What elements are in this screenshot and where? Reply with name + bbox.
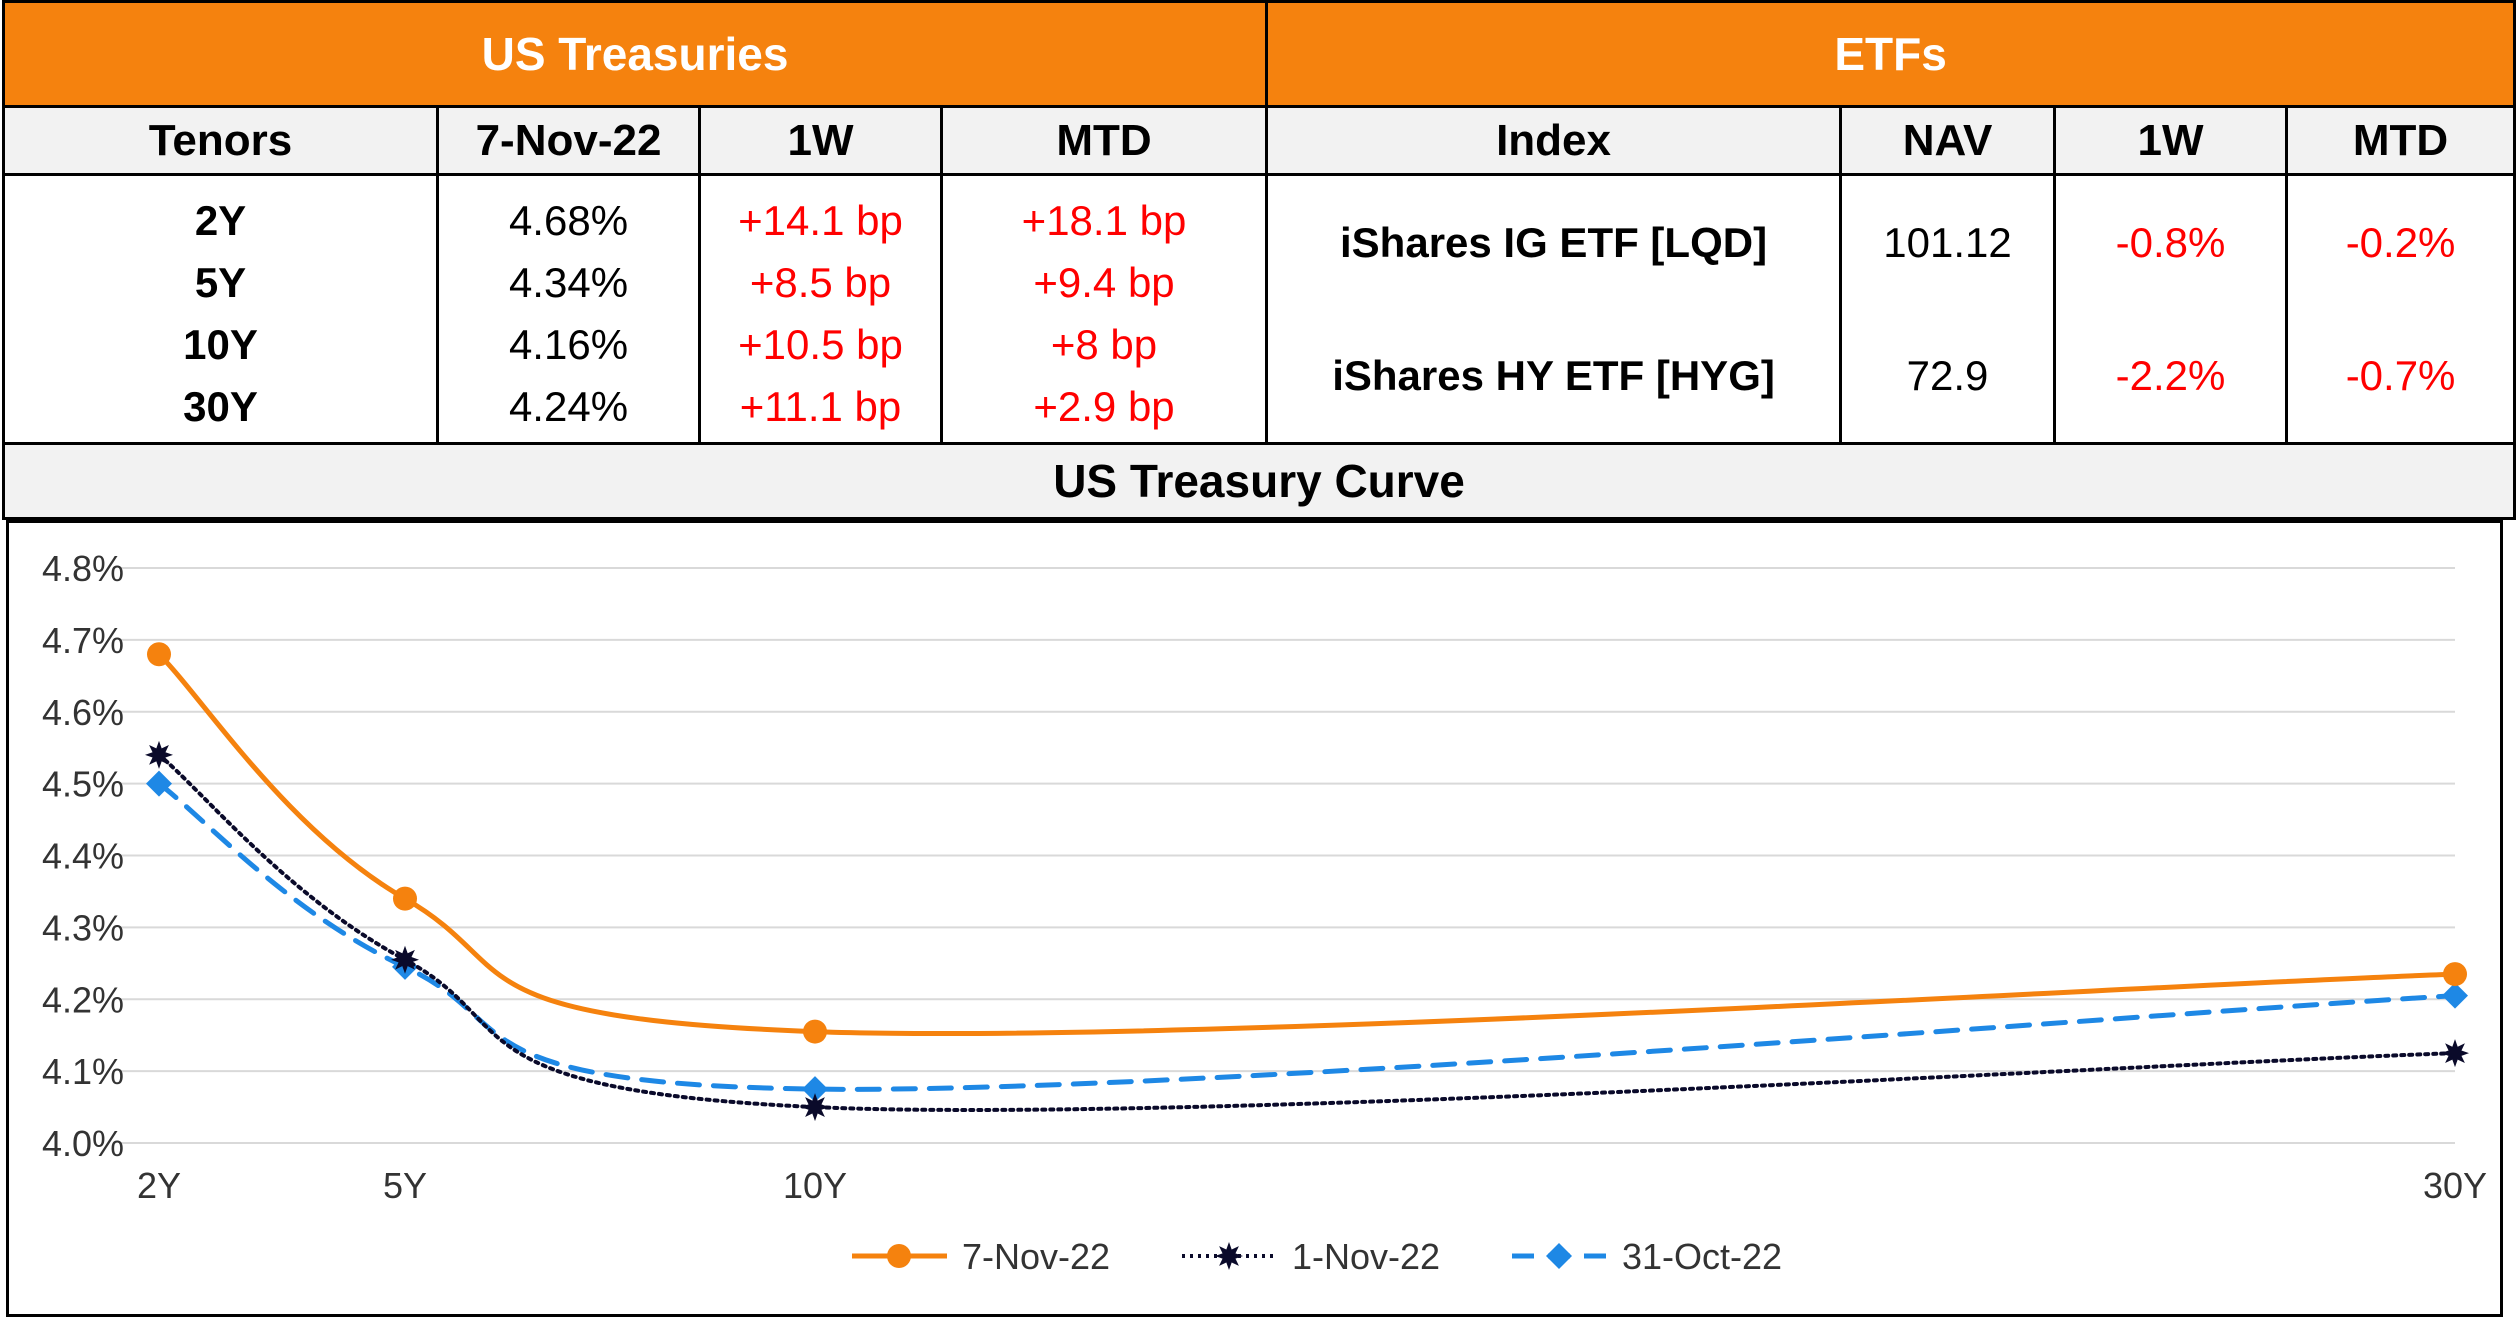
col-header-etf-1w: 1W (2053, 105, 2289, 176)
col-header-tenors: Tenors (2, 105, 439, 176)
mtd-change: +2.9 bp (1033, 383, 1175, 430)
etf-nav: 101.12 (1883, 218, 2012, 266)
y-tick-label: 4.0% (42, 1123, 124, 1164)
legend-marker (1215, 1242, 1243, 1270)
tenor-label: 5Y (194, 259, 247, 306)
series-line-1-Nov-22 (157, 752, 2457, 1112)
w1-cell: +14.1 bp +8.5 bp +10.5 bp +11.1 bp (698, 173, 943, 445)
mtd-cell: +18.1 bp +9.4 bp +8 bp +2.9 bp (939, 173, 1269, 445)
y-tick-label: 4.2% (42, 979, 124, 1020)
yield-value: 4.34% (508, 259, 629, 306)
mtd-change: +18.1 bp (1021, 197, 1187, 244)
etf-name: iShares HY ETF [HYG] (1332, 351, 1775, 399)
y-tick-label: 4.1% (42, 1051, 124, 1092)
col-header-mtd: MTD (939, 105, 1269, 176)
data-point-1-Nov-22 (145, 740, 173, 769)
etf-name: iShares IG ETF [LQD] (1340, 218, 1768, 266)
tenors-cell: 2Y 5Y 10Y 30Y (2, 173, 439, 445)
y-tick-label: 4.5% (42, 764, 124, 805)
etf-mtd: -0.7% (2345, 351, 2456, 399)
etf-w1: -2.2% (2115, 351, 2226, 399)
legend-marker (887, 1244, 911, 1268)
col-header-nav: NAV (1839, 105, 2057, 176)
col-header-etf-mtd: MTD (2285, 105, 2517, 176)
w1-change: +11.1 bp (739, 383, 902, 430)
data-point-31-Oct-22 (2442, 982, 2468, 1009)
data-point-31-Oct-22 (802, 1076, 828, 1103)
legend-label: 1-Nov-22 (1292, 1236, 1440, 1277)
data-point-7-Nov-22 (803, 1019, 827, 1044)
yield-value: 4.16% (508, 321, 629, 368)
etf-nav-cell: 101.12 72.9 (1839, 173, 2057, 445)
etfs-title: ETFs (1265, 0, 2517, 108)
col-header-1w: 1W (698, 105, 943, 176)
mtd-change: +9.4 bp (1033, 259, 1175, 306)
etf-nav: 72.9 (1906, 351, 1989, 399)
data-point-1-Nov-22 (391, 945, 419, 974)
data-point-31-Oct-22 (146, 770, 172, 797)
curve-title: US Treasury Curve (1, 442, 2517, 520)
series-line-31-Oct-22 (156, 781, 2458, 1092)
etf-mtd: -0.2% (2345, 218, 2456, 266)
col-header-date: 7-Nov-22 (436, 105, 701, 176)
legend-label: 7-Nov-22 (962, 1236, 1110, 1277)
data-point-1-Nov-22 (801, 1093, 829, 1122)
etf-mtd-cell: -0.2% -0.7% (2285, 173, 2517, 445)
y-tick-label: 4.7% (42, 620, 124, 661)
tenor-label: 10Y (183, 321, 258, 368)
yield-value: 4.24% (508, 383, 629, 430)
data-point-1-Nov-22 (2441, 1039, 2469, 1068)
tenor-label: 2Y (194, 197, 247, 244)
treasuries-title: US Treasuries (1, 0, 1269, 108)
w1-change: +10.5 bp (738, 321, 903, 368)
y-tick-label: 4.3% (42, 907, 124, 948)
data-point-7-Nov-22 (2443, 962, 2467, 987)
etf-w1: -0.8% (2115, 218, 2226, 266)
x-tick-label: 5Y (383, 1165, 427, 1206)
w1-change: +8.5 bp (749, 259, 892, 306)
series-line-7-Nov-22 (156, 651, 2458, 1037)
chart-svg: 4.0% 4.1% 4.2% 4.3% 4.4% 4.5% 4.6% 4.7% 4.8% 2Y 5Y… (42, 548, 2487, 1277)
x-tick-label: 10Y (783, 1165, 847, 1206)
col-header-index: Index (1265, 105, 1843, 176)
yield-value: 4.68% (508, 197, 629, 244)
treasury-curve-chart: 4.0% 4.1% 4.2% 4.3% 4.4% 4.5% 4.6% 4.7% 4.8% 2Y 5Y… (6, 520, 2503, 1317)
y-tick-label: 4.6% (42, 692, 124, 733)
data-point-7-Nov-22 (147, 642, 171, 667)
mtd-change: +8 bp (1050, 321, 1158, 368)
tenor-label: 30Y (183, 383, 258, 430)
y-tick-label: 4.8% (42, 548, 124, 589)
y-tick-label: 4.4% (42, 836, 124, 877)
etf-w1-cell: -0.8% -2.2% (2053, 173, 2289, 445)
w1-change: +14.1 bp (738, 197, 903, 244)
yields-cell: 4.68% 4.34% 4.16% 4.24% (436, 173, 701, 445)
x-tick-label: 2Y (137, 1165, 181, 1206)
summary-table: US Treasuries ETFs Tenors 7-Nov-22 1W MT… (1, 0, 2517, 520)
data-point-7-Nov-22 (393, 886, 417, 911)
legend-label: 31-Oct-22 (1622, 1236, 1782, 1277)
etf-names-cell: iShares IG ETF [LQD] iShares HY ETF [HYG… (1265, 173, 1843, 445)
x-tick-label: 30Y (2423, 1165, 2487, 1206)
legend-marker (1546, 1243, 1572, 1269)
